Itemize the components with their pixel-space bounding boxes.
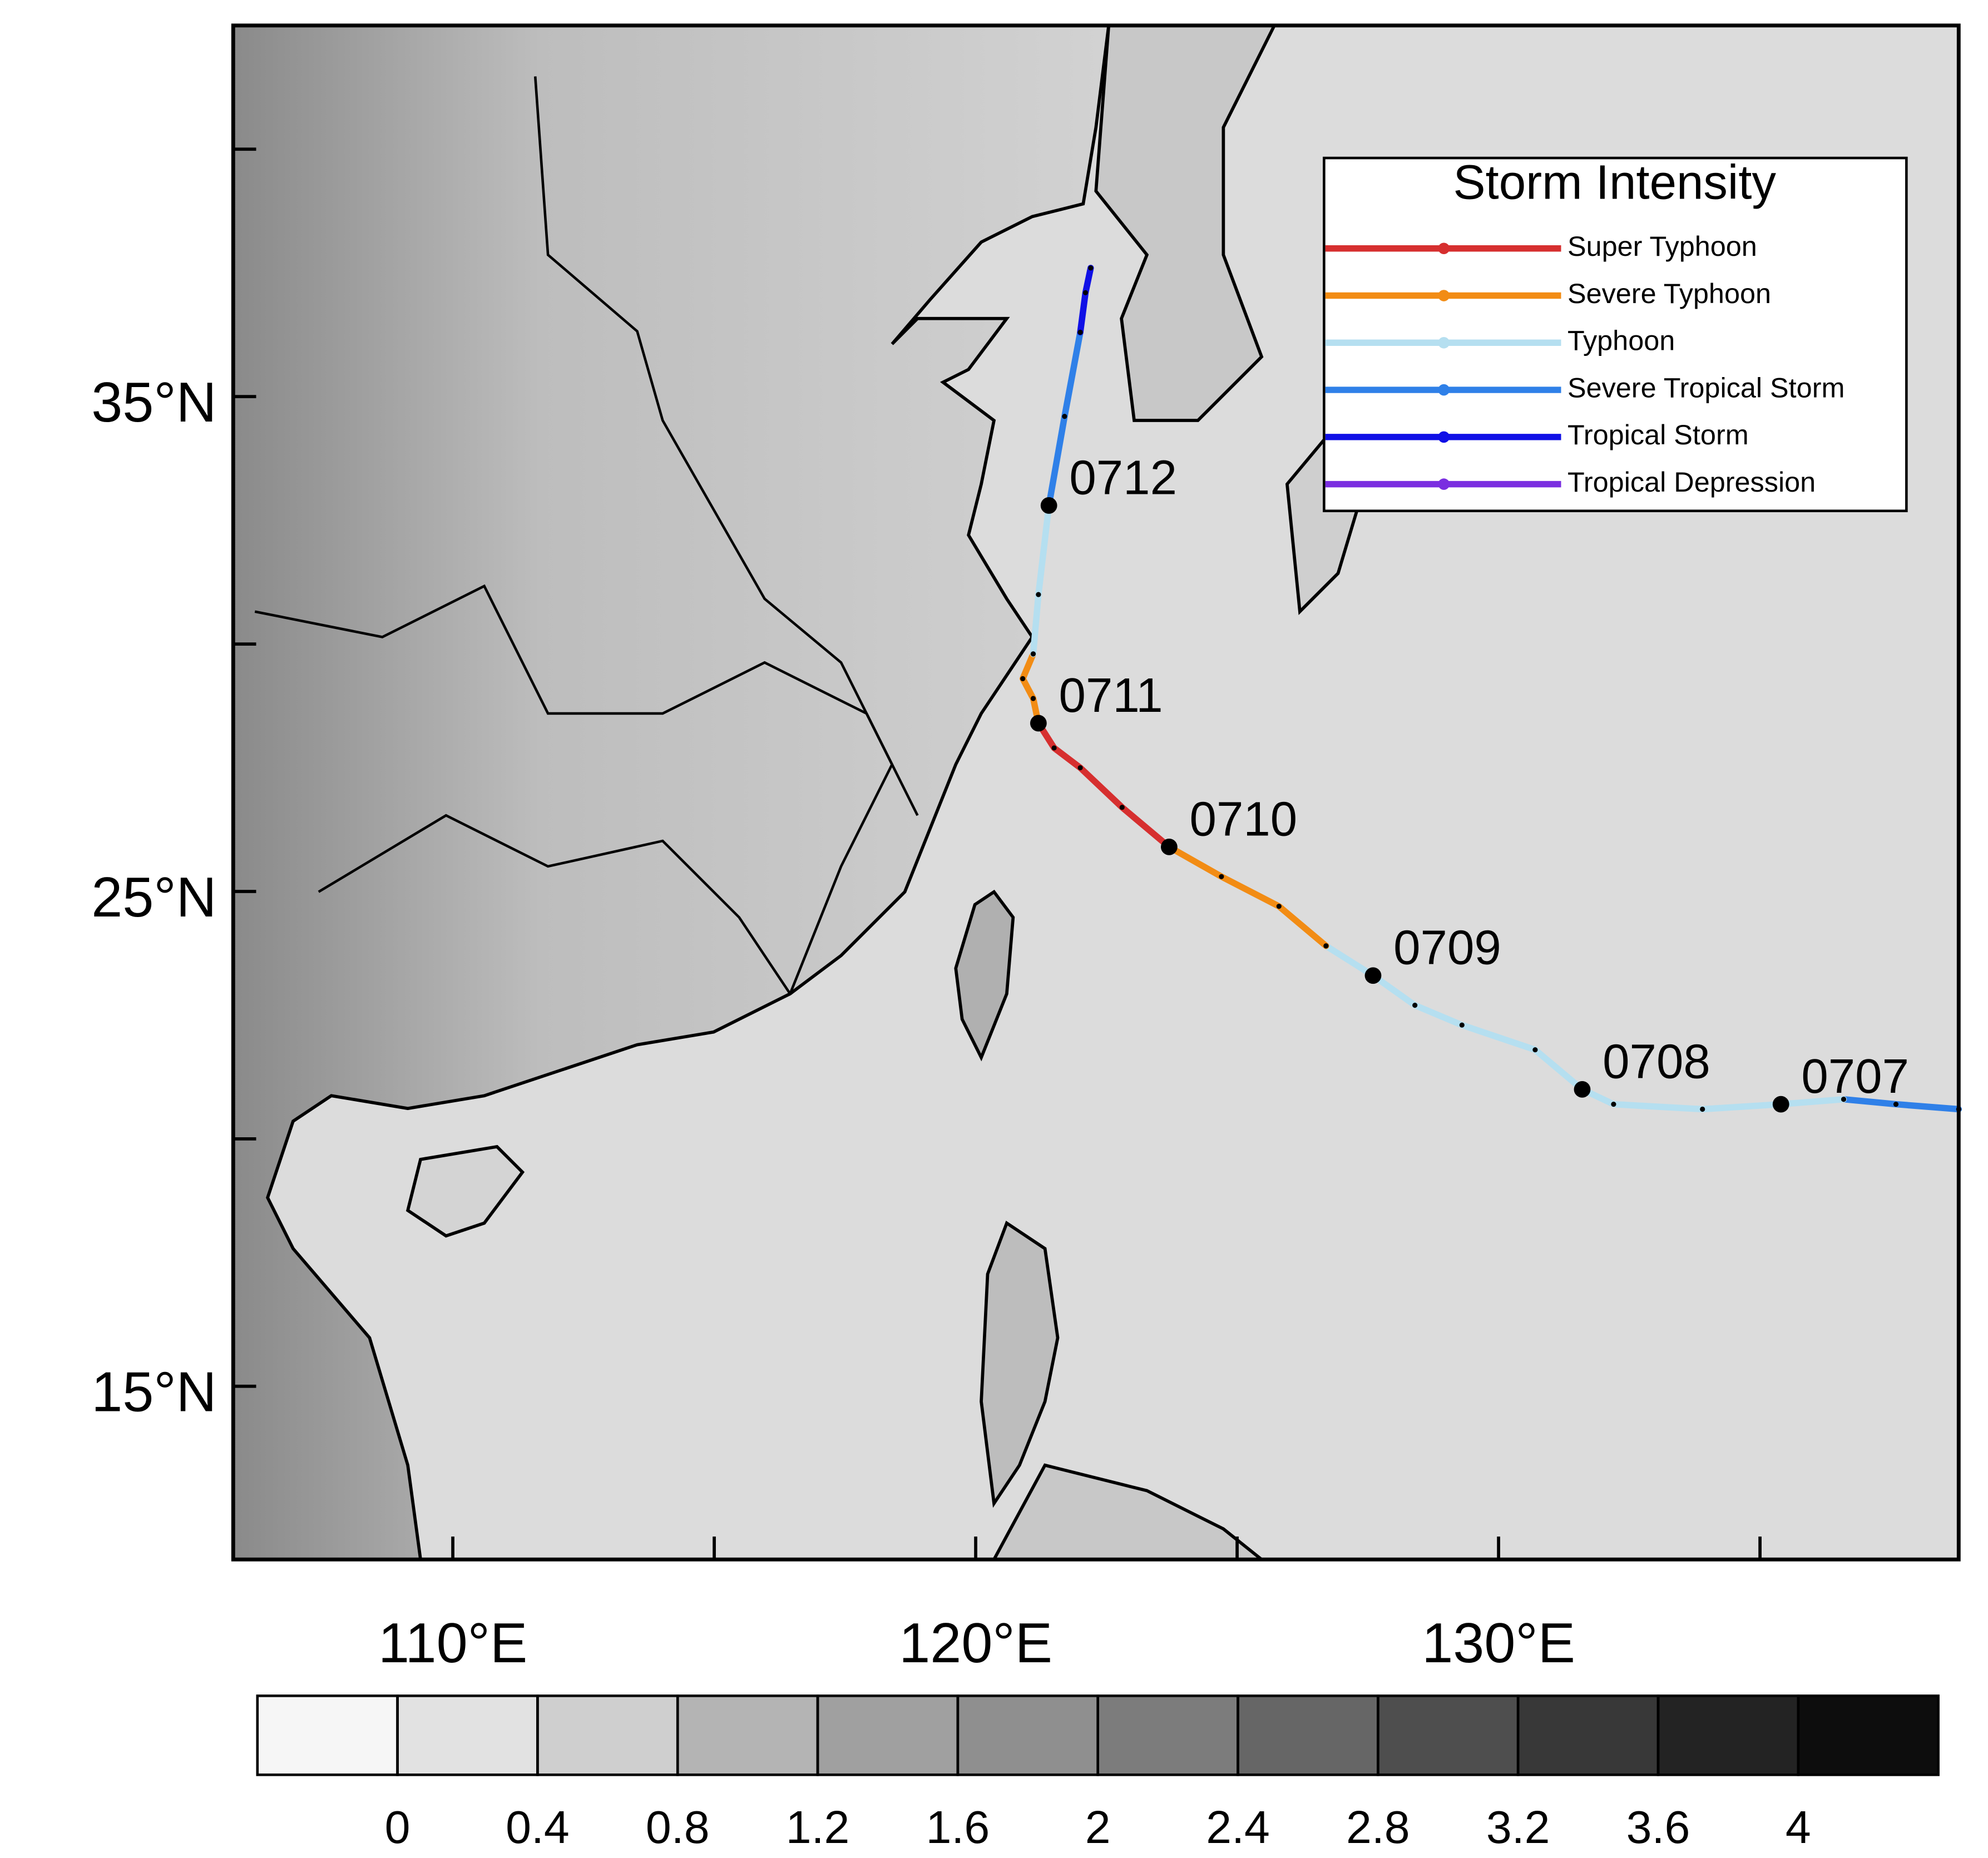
- province-borders: [318, 814, 792, 995]
- colorbar-label: 1.6: [926, 1802, 990, 1853]
- colorbar-box: [1797, 1695, 1940, 1776]
- track-day-marker: [1030, 715, 1047, 732]
- x-tick-label: 120°E: [899, 1612, 1052, 1674]
- track-point: [1020, 676, 1026, 681]
- legend-label: Tropical Storm: [1567, 419, 1749, 450]
- track-day-marker: [1040, 497, 1057, 514]
- legend-box: [1323, 156, 1908, 512]
- colorbar-box: [256, 1695, 399, 1776]
- legend-dot: [1438, 336, 1450, 349]
- colorbar-box: [1516, 1695, 1660, 1776]
- x-tick-label: 110°E: [378, 1612, 527, 1674]
- track-point: [1532, 1047, 1538, 1053]
- track-day-marker: [1364, 967, 1382, 984]
- colorbar-label: 1.2: [786, 1802, 850, 1853]
- track-day-marker: [1574, 1081, 1591, 1098]
- colorbar-box: [536, 1695, 679, 1776]
- colorbar-label: 2.4: [1206, 1802, 1270, 1853]
- track-day-label: 0712: [1069, 450, 1177, 504]
- colorbar-label: 0.8: [646, 1802, 710, 1853]
- province-borders: [254, 584, 919, 816]
- track-day-marker: [1160, 839, 1178, 855]
- legend-label: Super Typhoon: [1567, 230, 1757, 262]
- track-point: [1088, 265, 1094, 271]
- y-tick-label: 15°N: [91, 1361, 216, 1424]
- colorbar-box: [816, 1695, 960, 1776]
- legend-dot: [1438, 431, 1450, 443]
- colorbar-label: 0: [385, 1802, 411, 1853]
- track-point: [1219, 874, 1224, 879]
- colorbar-label: 3.2: [1486, 1802, 1550, 1853]
- colorbar-box: [1377, 1695, 1520, 1776]
- province-borders: [533, 76, 894, 994]
- legend-label: Severe Typhoon: [1567, 278, 1771, 309]
- legend-dot: [1438, 242, 1450, 255]
- legend-dot: [1438, 478, 1450, 490]
- track-layer: 0707 0708 0709 0710 0711 0712: [1019, 265, 1962, 1113]
- mainland: [233, 25, 1111, 1560]
- track-point: [1412, 1003, 1418, 1008]
- colorbar-label: 4: [1786, 1802, 1811, 1853]
- track-point: [1841, 1097, 1847, 1102]
- y-tick-label: 25°N: [91, 866, 216, 929]
- legend-label: Severe Tropical Storm: [1567, 371, 1845, 403]
- plot-frame: [231, 23, 1961, 1562]
- track-point: [1893, 1102, 1899, 1107]
- colorbar-box: [676, 1695, 819, 1776]
- legend-dot: [1438, 384, 1450, 396]
- track-point: [1323, 943, 1329, 949]
- track-day-label: 0707: [1801, 1049, 1909, 1103]
- colorbar-label: 0.4: [506, 1802, 570, 1853]
- track-point: [1030, 696, 1036, 701]
- track-segment: [1019, 651, 1042, 727]
- track-day-label: 0711: [1059, 668, 1163, 722]
- track-point: [1611, 1102, 1616, 1107]
- legend-dot: [1438, 290, 1450, 301]
- legend-label: Tropical Depression: [1567, 466, 1816, 498]
- track-segment: [1323, 943, 1847, 1113]
- colorbar-box: [1237, 1695, 1379, 1776]
- track-day-label: 0710: [1190, 792, 1298, 846]
- track-point: [1062, 414, 1067, 419]
- y-tick-label: 35°N: [91, 371, 216, 434]
- legend-entries: Super Typhoon Severe Typhoon Typhoon Severe…: [1325, 230, 1845, 498]
- korea: [1094, 25, 1277, 422]
- colorbar-label: 2.8: [1346, 1802, 1410, 1853]
- colorbar: 0 0.4 0.8 1.2 1.6 2 2.4 2.8 3.2 3.6 4: [256, 1695, 1940, 1853]
- track-segment: [1166, 844, 1329, 949]
- track-point: [1077, 765, 1083, 771]
- track-day-marker: [1772, 1096, 1789, 1113]
- track-point: [1700, 1106, 1705, 1112]
- track-point: [1077, 329, 1083, 335]
- track-point: [1030, 651, 1036, 657]
- hainan: [405, 1144, 525, 1238]
- colorbar-box: [956, 1695, 1100, 1776]
- colorbar-label: 2: [1085, 1802, 1111, 1853]
- colorbar-box: [1096, 1695, 1239, 1776]
- track-point: [1276, 904, 1282, 909]
- axes: 110°E 120°E 130°E 15°N 25°N 35°N: [91, 147, 1762, 1674]
- colorbar-box: [1656, 1695, 1800, 1776]
- taiwan: [954, 889, 1015, 1062]
- track-point: [1082, 290, 1089, 295]
- philippines-south: [992, 1463, 1264, 1560]
- track-day-label: 0709: [1393, 921, 1501, 975]
- legend-label: Typhoon: [1567, 325, 1675, 356]
- legend-title: Storm Intensity: [1453, 155, 1776, 209]
- luzon: [980, 1220, 1060, 1508]
- track-day-label: 0708: [1603, 1034, 1710, 1088]
- colorbar-box: [396, 1695, 539, 1776]
- track-point: [1119, 805, 1125, 810]
- track-point: [1459, 1022, 1465, 1028]
- legend: Storm Intensity: [1323, 155, 1908, 512]
- track-point: [1051, 745, 1057, 751]
- x-tick-label: 130°E: [1422, 1612, 1575, 1674]
- track-point: [1036, 592, 1041, 597]
- colorbar-label: 3.6: [1626, 1802, 1690, 1853]
